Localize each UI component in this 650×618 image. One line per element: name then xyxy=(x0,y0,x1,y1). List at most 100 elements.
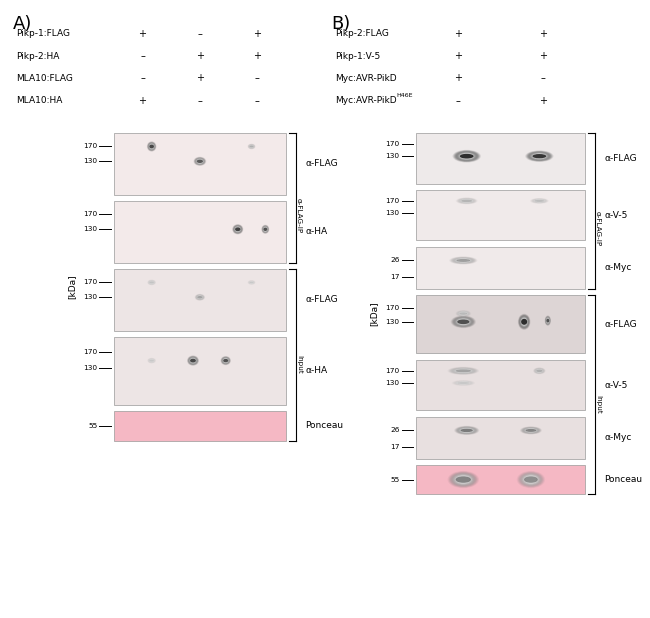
Bar xyxy=(416,190,585,240)
Ellipse shape xyxy=(456,318,471,326)
Ellipse shape xyxy=(197,295,203,299)
Ellipse shape xyxy=(456,475,471,484)
Ellipse shape xyxy=(519,316,529,328)
Ellipse shape xyxy=(453,381,473,386)
Ellipse shape xyxy=(149,359,155,362)
Ellipse shape xyxy=(459,428,474,433)
Ellipse shape xyxy=(150,145,153,148)
Text: [kDa]: [kDa] xyxy=(67,274,76,299)
Ellipse shape xyxy=(517,471,545,488)
Ellipse shape xyxy=(455,151,478,161)
Ellipse shape xyxy=(525,150,554,162)
Ellipse shape xyxy=(545,316,551,324)
Ellipse shape xyxy=(547,318,549,323)
Ellipse shape xyxy=(521,427,540,434)
Ellipse shape xyxy=(250,281,254,284)
Text: +: + xyxy=(539,51,547,61)
Ellipse shape xyxy=(451,368,476,374)
Ellipse shape xyxy=(455,381,471,385)
Text: 55: 55 xyxy=(391,476,400,483)
Text: α-FLAG-IP: α-FLAG-IP xyxy=(595,211,601,246)
Bar xyxy=(416,360,585,410)
Ellipse shape xyxy=(458,382,469,384)
Text: 130: 130 xyxy=(83,158,98,164)
Ellipse shape xyxy=(525,476,536,483)
Ellipse shape xyxy=(263,226,268,232)
Text: α-HA: α-HA xyxy=(306,366,328,375)
Ellipse shape xyxy=(448,367,478,375)
Ellipse shape xyxy=(223,358,229,363)
Text: Ponceau: Ponceau xyxy=(604,475,643,484)
Ellipse shape xyxy=(456,476,471,483)
Text: Pikp-1:V-5: Pikp-1:V-5 xyxy=(335,52,380,61)
Ellipse shape xyxy=(194,157,206,166)
Ellipse shape xyxy=(461,199,473,203)
Text: α-HA: α-HA xyxy=(306,227,328,236)
Ellipse shape xyxy=(250,145,254,148)
Ellipse shape xyxy=(190,358,196,363)
Ellipse shape xyxy=(547,318,549,323)
Text: α-Myc: α-Myc xyxy=(604,433,632,442)
Bar xyxy=(416,295,585,353)
Ellipse shape xyxy=(198,296,202,298)
Ellipse shape xyxy=(455,426,478,434)
Ellipse shape xyxy=(521,426,541,434)
Bar xyxy=(416,247,585,289)
Ellipse shape xyxy=(452,380,474,386)
Ellipse shape xyxy=(149,281,155,284)
Ellipse shape xyxy=(148,280,156,285)
Ellipse shape xyxy=(222,357,229,364)
Text: Pikp-2:FLAG: Pikp-2:FLAG xyxy=(335,30,389,38)
Ellipse shape xyxy=(249,281,254,284)
Ellipse shape xyxy=(196,295,204,300)
Ellipse shape xyxy=(263,227,268,232)
Ellipse shape xyxy=(220,356,231,365)
Ellipse shape xyxy=(525,475,538,484)
Ellipse shape xyxy=(458,259,469,262)
Text: 26: 26 xyxy=(391,428,400,433)
Ellipse shape xyxy=(232,224,243,234)
Ellipse shape xyxy=(534,368,545,374)
Ellipse shape xyxy=(458,198,476,204)
Ellipse shape xyxy=(536,370,542,372)
Text: –: – xyxy=(255,74,260,83)
Ellipse shape xyxy=(222,357,229,364)
Ellipse shape xyxy=(250,281,254,284)
Ellipse shape xyxy=(536,200,543,202)
Ellipse shape xyxy=(262,226,268,233)
Ellipse shape xyxy=(457,320,469,324)
Text: –: – xyxy=(255,96,260,106)
Ellipse shape xyxy=(262,225,269,234)
Ellipse shape xyxy=(452,473,474,486)
Ellipse shape xyxy=(149,143,154,150)
Ellipse shape xyxy=(452,380,475,386)
Ellipse shape xyxy=(150,359,154,362)
Ellipse shape xyxy=(150,144,154,149)
Text: α-FLAG: α-FLAG xyxy=(604,154,637,163)
Text: 130: 130 xyxy=(83,365,98,371)
Bar xyxy=(114,201,286,263)
Text: B): B) xyxy=(332,15,351,33)
Ellipse shape xyxy=(535,200,544,202)
Ellipse shape xyxy=(196,294,204,300)
Ellipse shape xyxy=(533,199,546,203)
Ellipse shape xyxy=(456,151,478,161)
Ellipse shape xyxy=(450,472,476,487)
Bar xyxy=(114,269,286,331)
Ellipse shape xyxy=(545,316,551,326)
Ellipse shape xyxy=(148,358,156,363)
Ellipse shape xyxy=(148,280,155,285)
Ellipse shape xyxy=(532,198,547,203)
Ellipse shape xyxy=(190,358,196,363)
Ellipse shape xyxy=(187,355,199,366)
Text: MLA10:HA: MLA10:HA xyxy=(16,96,62,105)
Ellipse shape xyxy=(459,311,467,315)
Ellipse shape xyxy=(454,381,473,385)
Ellipse shape xyxy=(454,368,473,373)
Ellipse shape xyxy=(458,311,468,316)
Ellipse shape xyxy=(150,359,154,362)
Ellipse shape xyxy=(196,159,203,164)
Text: 170: 170 xyxy=(385,141,400,147)
Text: 170: 170 xyxy=(83,349,98,355)
Ellipse shape xyxy=(149,281,155,284)
